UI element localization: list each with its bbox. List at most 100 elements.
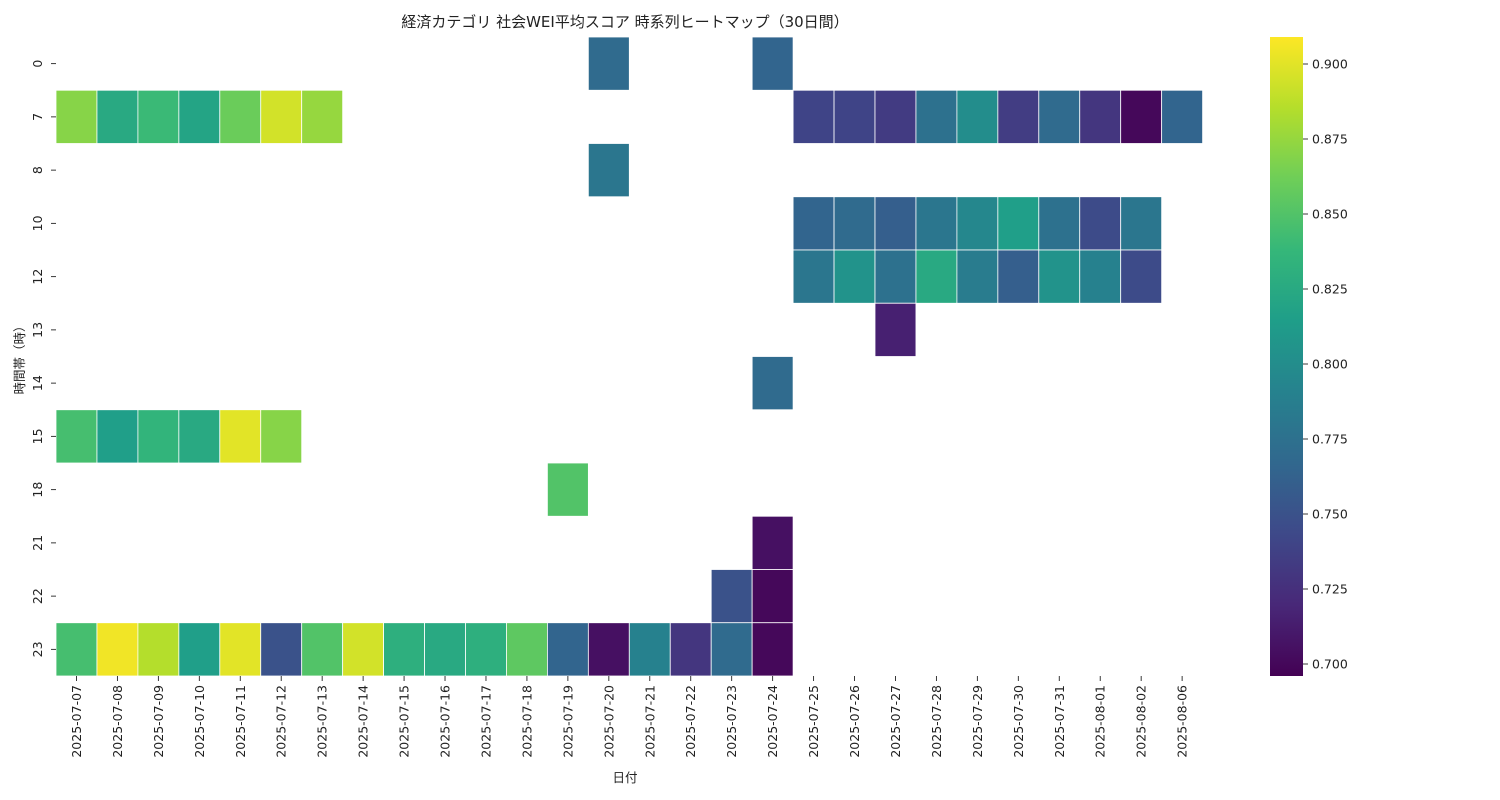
- heatmap-cell: [751, 36, 794, 91]
- heatmap-cell: [96, 622, 139, 677]
- heatmap-cell: [587, 622, 630, 677]
- x-tick-label: 2025-07-30: [1011, 685, 1026, 758]
- heatmap-cell: [260, 409, 303, 464]
- y-tick-label: 21: [30, 535, 45, 551]
- y-tick-label: 12: [30, 269, 45, 285]
- heatmap-cell: [751, 569, 794, 624]
- x-tick-label: 2025-07-08: [110, 685, 125, 758]
- chart-title: 経済カテゴリ 社会WEI平均スコア 時系列ヒートマップ（30日間）: [401, 13, 848, 31]
- heatmap-cell: [751, 515, 794, 570]
- x-tick-label: 2025-07-07: [69, 685, 84, 758]
- x-tick-label: 2025-07-13: [315, 685, 330, 758]
- x-tick-label: 2025-07-11: [233, 685, 248, 758]
- heatmap-cell: [915, 196, 958, 251]
- y-tick-label: 14: [30, 375, 45, 391]
- x-tick-label: 2025-07-16: [438, 685, 453, 758]
- colorbar-tick-label: 0.825: [1312, 282, 1348, 297]
- x-tick-label: 2025-07-29: [970, 685, 985, 758]
- colorbar-tick-label: 0.800: [1312, 357, 1348, 372]
- heatmap-cell: [1079, 196, 1122, 251]
- colorbar-gradient: [1270, 37, 1303, 676]
- x-tick-label: 2025-07-31: [1052, 685, 1067, 758]
- heatmap-cell: [342, 622, 384, 677]
- heatmap-cell: [1038, 196, 1081, 251]
- heatmap-cells: [55, 36, 1204, 677]
- heatmap-cell: [669, 622, 712, 677]
- x-tick-label: 2025-08-06: [1175, 685, 1190, 758]
- heatmap-cell: [301, 622, 344, 677]
- colorbar-tick-label: 0.775: [1312, 432, 1348, 447]
- heatmap-cell: [874, 196, 917, 251]
- heatmap-cell: [137, 622, 180, 677]
- heatmap-cell: [587, 143, 630, 198]
- heatmap-cell: [710, 569, 753, 624]
- x-tick-label: 2025-07-20: [601, 685, 616, 758]
- heatmap-cell: [833, 89, 876, 144]
- heatmap-cell: [96, 89, 139, 144]
- colorbar-tick-label: 0.875: [1312, 132, 1348, 147]
- heatmap-cell: [465, 622, 507, 677]
- x-tick-label: 2025-07-14: [356, 685, 371, 758]
- heatmap-cell: [1079, 249, 1122, 304]
- x-tick-label: 2025-07-26: [847, 685, 862, 758]
- heatmap-cell: [55, 622, 98, 677]
- heatmap-cell: [833, 249, 876, 304]
- x-tick-label: 2025-08-01: [1093, 685, 1108, 758]
- y-tick-label: 8: [30, 166, 45, 174]
- x-tick-label: 2025-07-27: [888, 685, 903, 758]
- heatmap-cell: [956, 196, 999, 251]
- y-tick-label: 22: [30, 588, 45, 604]
- heatmap-cell: [506, 622, 548, 677]
- colorbar: 0.700 0.725 0.750 0.775 0.800 0.825 0.850 0.875…: [1270, 37, 1348, 676]
- colorbar-tick-label: 0.700: [1312, 657, 1348, 672]
- x-tick-label: 2025-07-25: [806, 685, 821, 758]
- heatmap-cell: [628, 622, 671, 677]
- heatmap-cell: [792, 249, 835, 304]
- heatmap-cell: [874, 89, 917, 144]
- x-tick-label: 2025-07-19: [560, 685, 575, 758]
- heatmap-cell: [383, 622, 425, 677]
- x-tick-label: 2025-07-12: [274, 685, 289, 758]
- heatmap-cell: [1079, 89, 1122, 144]
- x-tick-label: 2025-07-17: [478, 685, 493, 758]
- heatmap-cell: [751, 356, 794, 411]
- x-tick-label: 2025-08-02: [1134, 685, 1149, 758]
- heatmap-cell: [751, 622, 794, 677]
- heatmap-cell: [874, 249, 917, 304]
- x-axis-label: 日付: [612, 770, 637, 785]
- heatmap-cell: [260, 89, 303, 144]
- heatmap-cell: [178, 622, 221, 677]
- x-tick-label: 2025-07-21: [642, 685, 657, 758]
- heatmap-cell: [55, 409, 98, 464]
- heatmap-cell: [219, 622, 262, 677]
- y-tick-label: 15: [30, 428, 45, 444]
- heatmap-cell: [997, 249, 1040, 304]
- colorbar-tick-label: 0.725: [1312, 582, 1348, 597]
- heatmap-cell: [137, 89, 180, 144]
- heatmap-cell: [547, 622, 589, 677]
- heatmap-cell: [55, 89, 98, 144]
- x-tick-label: 2025-07-23: [724, 685, 739, 758]
- heatmap-cell: [1120, 196, 1163, 251]
- y-axis-ticks: 0 7 8 10 12 13 14 15 18 21 22 23: [30, 60, 56, 657]
- y-tick-label: 13: [30, 322, 45, 338]
- heatmap-cell: [219, 409, 262, 464]
- heatmap-cell: [874, 302, 917, 357]
- heatmap-cell: [1120, 89, 1163, 144]
- heatmap-cell: [997, 196, 1040, 251]
- heatmap-cell: [587, 36, 630, 91]
- heatmap-cell: [1120, 249, 1163, 304]
- heatmap-cell: [219, 89, 262, 144]
- y-tick-label: 7: [30, 113, 45, 121]
- colorbar-tick-label: 0.850: [1312, 207, 1348, 222]
- x-tick-label: 2025-07-28: [929, 685, 944, 758]
- x-axis-ticks: 2025-07-07 2025-07-08 2025-07-09 2025-07-10…: [69, 676, 1190, 758]
- y-axis-label: 時間帯（時）: [12, 319, 27, 394]
- heatmap-cell: [792, 196, 835, 251]
- heatmap-cell: [710, 622, 753, 677]
- heatmap-cell: [792, 89, 835, 144]
- y-tick-label: 23: [30, 641, 45, 657]
- heatmap-cell: [178, 409, 221, 464]
- y-tick-label: 10: [30, 215, 45, 231]
- heatmap-cell: [1161, 89, 1204, 144]
